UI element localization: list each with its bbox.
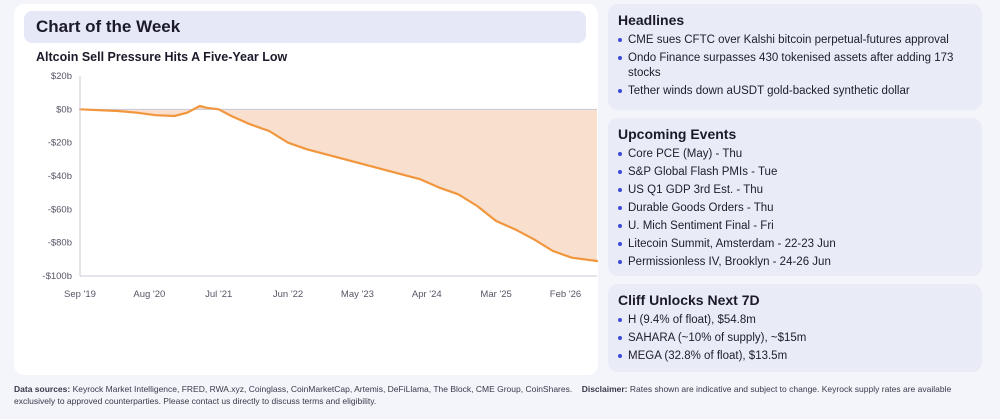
footer-disclaimer-label: Disclaimer: [581,384,628,394]
unlock-item: MEGA (32.8% of float), $13.5m [618,349,972,364]
unlock-item: SAHARA (~10% of supply), ~$15m [618,331,972,346]
y-tick-label: -$40b [48,171,72,182]
event-item: Durable Goods Orders - Thu [618,201,972,216]
cliff-unlocks-panel: Cliff Unlocks Next 7D H (9.4% of float),… [608,284,982,372]
event-item: Litecoin Summit, Amsterdam - 22-23 Jun [618,237,972,252]
area-chart: $20b $0b -$20b -$40b -$60b -$80b -$100b Sep '19… [42,71,598,300]
y-tick-label: -$80b [48,238,72,249]
series-line [78,104,598,263]
y-tick-label: $0b [56,104,72,115]
event-item: S&P Global Flash PMIs - Tue [618,165,972,180]
y-tick-label: -$100b [42,271,72,282]
x-tick-label: Jun '22 [273,289,303,300]
x-tick-label: Feb '26 [550,289,581,300]
area-fill [80,106,597,261]
footer-sources-text: Keyrock Market Intelligence, FRED, RWA.x… [72,384,573,394]
y-tick-label: -$60b [48,204,72,215]
chart-panel: Chart of the Week Altcoin Sell Pressure … [14,4,598,375]
headlines-list: CME sues CFTC over Kalshi bitcoin perpet… [618,33,972,99]
chart-title: Altcoin Sell Pressure Hits A Five-Year L… [36,50,288,64]
event-item: U. Mich Sentiment Final - Fri [618,219,972,234]
x-tick-label: Sep '19 [64,289,96,300]
x-tick-label: Jul '21 [205,289,232,300]
footer: Data sources: Keyrock Market Intelligenc… [14,383,986,407]
footer-sources-label: Data sources: [14,384,71,394]
upcoming-events-title: Upcoming Events [618,126,737,142]
cliff-unlocks-title: Cliff Unlocks Next 7D [618,292,760,308]
footer-disclaimer-text: Rates shown are indicative and subject t… [14,384,952,406]
y-tick-label: -$20b [48,138,72,149]
x-tick-label: Aug '20 [133,289,165,300]
events-list: Core PCE (May) - Thu S&P Global Flash PM… [618,147,972,270]
event-item: US Q1 GDP 3rd Est. - Thu [618,183,972,198]
x-tick-label: Mar '25 [480,289,511,300]
event-item: Permissionless IV, Brooklyn - 24-26 Jun [618,255,972,270]
headline-item[interactable]: CME sues CFTC over Kalshi bitcoin perpet… [618,33,972,48]
unlock-item: H (9.4% of float), $54.8m [618,313,972,328]
event-item: Core PCE (May) - Thu [618,147,972,162]
upcoming-events-panel: Upcoming Events Core PCE (May) - Thu S&P… [608,118,982,276]
x-tick-label: Apr '24 [412,289,442,300]
headline-item[interactable]: Ondo Finance surpasses 430 tokenised ass… [618,51,972,81]
y-tick-label: $20b [51,71,72,82]
headline-item[interactable]: Tether winds down aUSDT gold-backed synt… [618,84,972,99]
unlocks-list: H (9.4% of float), $54.8m SAHARA (~10% o… [618,313,972,364]
x-tick-label: May '23 [341,289,374,300]
headlines-title: Headlines [618,12,685,28]
chart-panel-header: Chart of the Week [24,11,586,43]
headlines-panel: Headlines CME sues CFTC over Kalshi bitc… [608,4,982,110]
